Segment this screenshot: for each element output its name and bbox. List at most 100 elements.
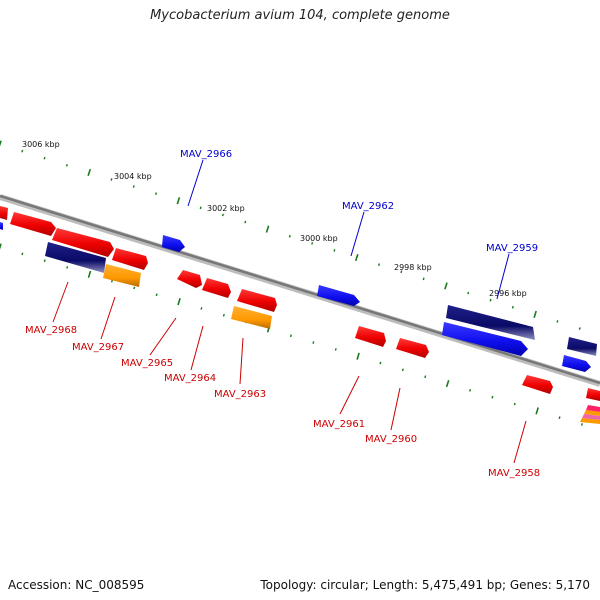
outer-tick-10 (221, 213, 224, 217)
gene-arrow-mav-2968[interactable] (45, 242, 106, 273)
gene-arrow-mav-2963[interactable] (231, 306, 272, 329)
tick-label-2996: 2996 kbp (489, 289, 527, 298)
inner-tick-18 (401, 368, 404, 372)
tick-label-3004: 3004 kbp (114, 172, 152, 181)
gene-label-mav-2963[interactable]: MAV_2963 (214, 389, 266, 400)
gene-label-mav-2965[interactable]: MAV_2965 (121, 358, 173, 369)
gene-arrow-mav-2961[interactable] (355, 326, 386, 347)
inner-tick-4 (87, 270, 92, 278)
outer-tick-0 (0, 140, 2, 147)
inner-tick-7 (155, 293, 158, 297)
gene-label-mav-2966[interactable]: MAV_2966 (180, 149, 232, 160)
outer-tick-2 (43, 156, 46, 160)
gene-arrow-red-1[interactable] (10, 212, 56, 236)
accession-label: Accession: NC_008595 (8, 578, 145, 592)
outer-tick-24 (533, 310, 537, 318)
outer-tick-20 (444, 282, 448, 290)
outer-tick-7 (155, 192, 158, 196)
gene-label-mav-2964[interactable]: MAV_2964 (164, 373, 216, 384)
gene-arrow-red-4[interactable] (237, 289, 277, 312)
map-title: Mycobacterium avium 104, complete genome (150, 8, 450, 23)
gene-label-mav-2962[interactable]: MAV_2962 (342, 201, 394, 212)
gene-label-mav-2959[interactable]: MAV_2959 (486, 243, 538, 254)
outer-tick-6 (132, 185, 135, 188)
gene-arrow-mav-2959-a[interactable] (446, 305, 535, 340)
tick-label-3000: 3000 kbp (300, 234, 338, 243)
gene-cluster-right-edge[interactable] (580, 405, 600, 424)
gene-arrow-mav-2960[interactable] (396, 338, 429, 358)
gene-arrow-right-navy[interactable] (567, 337, 597, 356)
tick-label-3002: 3002 kbp (207, 204, 245, 213)
genome-backbone (0, 194, 600, 387)
inner-tick-22 (491, 395, 494, 399)
inner-tick-23 (513, 402, 516, 406)
gene-arrow-mav-2966[interactable] (162, 235, 185, 252)
gene-arrow-mav-2964[interactable] (202, 278, 231, 298)
outer-tick-11 (244, 220, 247, 224)
gene-arrow-mav-2962[interactable] (317, 285, 360, 306)
gene-arrow-red-3[interactable] (112, 248, 148, 270)
inner-tick-3 (66, 266, 69, 269)
outer-tick-4 (87, 168, 92, 176)
gene-label-mav-2961[interactable]: MAV_2961 (313, 419, 365, 430)
inner-tick-marks (0, 243, 583, 426)
inner-tick-5 (110, 279, 113, 283)
gene-label-mav-2967[interactable]: MAV_2967 (72, 342, 124, 353)
outer-tick-15 (333, 249, 336, 252)
tick-label-3006: 3006 kbp (22, 140, 60, 149)
gene-label-mav-2968[interactable]: MAV_2968 (25, 325, 77, 336)
outer-tick-26 (578, 327, 581, 330)
outer-tick-18 (400, 270, 403, 274)
outer-tick-22 (489, 298, 492, 302)
outer-tick-16 (354, 253, 359, 262)
outer-tick-marks (0, 140, 581, 330)
gene-arrow-mav-2959-b[interactable] (442, 322, 528, 356)
outer-tick-14 (311, 241, 314, 245)
inner-tick-24 (535, 407, 539, 415)
inner-tick-13 (289, 334, 292, 338)
gene-label-mav-2958[interactable]: MAV_2958 (488, 468, 540, 479)
inner-tick-0 (0, 243, 2, 250)
red-leader-lines (52, 281, 527, 464)
inner-tick-2 (43, 259, 46, 263)
inner-tick-9 (200, 307, 203, 310)
inner-tick-10 (222, 313, 225, 317)
outer-tick-12 (265, 225, 270, 233)
inner-tick-1 (21, 252, 24, 256)
tick-label-2998: 2998 kbp (394, 263, 432, 272)
inner-tick-8 (177, 298, 181, 306)
inner-tick-6 (133, 286, 136, 290)
gene-arrow-mav-2967[interactable] (103, 264, 141, 287)
gene-arrow-mav-2965[interactable] (177, 270, 202, 288)
inner-tick-15 (334, 348, 337, 351)
inner-tick-16 (356, 352, 360, 360)
inner-tick-17 (379, 361, 382, 365)
outer-tick-25 (556, 320, 559, 323)
gene-arrow-left-edge-blue[interactable] (0, 222, 3, 230)
gene-label-mav-2960[interactable]: MAV_2960 (365, 434, 417, 445)
gene-arrow-right-edge-red[interactable] (586, 388, 600, 401)
gene-arrow-mav-2958[interactable] (522, 375, 553, 394)
inner-tick-21 (469, 388, 472, 392)
inner-tick-26 (580, 423, 583, 426)
outer-tick-19 (422, 277, 425, 281)
outer-tick-5 (110, 178, 113, 181)
outer-tick-13 (288, 234, 291, 238)
outer-tick-8 (176, 197, 181, 205)
inner-tick-19 (424, 375, 427, 379)
blue-leader-lines (187, 159, 510, 300)
outer-tick-21 (467, 291, 470, 295)
outer-tick-23 (511, 305, 514, 309)
outer-tick-1 (21, 149, 24, 153)
inner-tick-20 (445, 379, 450, 388)
outer-tick-9 (199, 206, 202, 210)
gene-arrow-left-edge-red[interactable] (0, 206, 8, 220)
inner-tick-14 (312, 341, 315, 344)
genome-summary-label: Topology: circular; Length: 5,475,491 bp… (260, 578, 590, 592)
gene-arrow-right-blue[interactable] (562, 355, 591, 372)
inner-tick-25 (558, 416, 561, 420)
gene-arrow-red-2[interactable] (52, 228, 114, 257)
outer-tick-3 (65, 163, 68, 167)
